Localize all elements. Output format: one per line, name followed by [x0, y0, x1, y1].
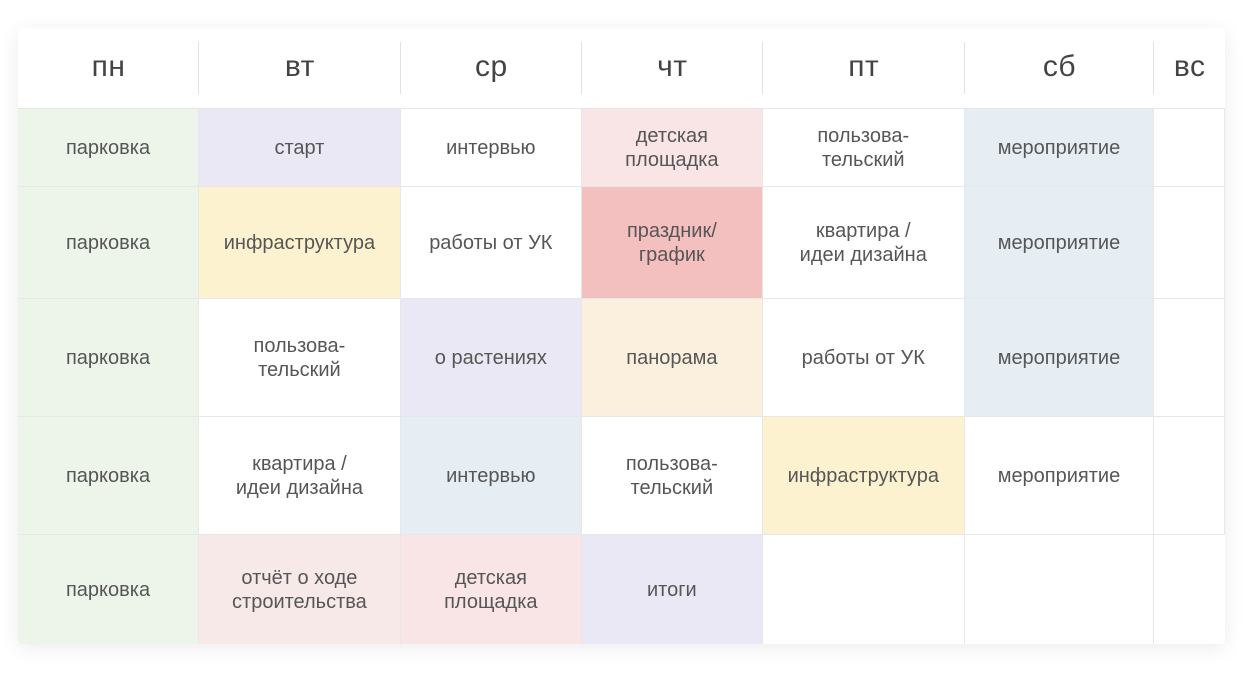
weekday-header: вс — [1154, 28, 1225, 108]
calendar-cell-label: мероприятие — [998, 464, 1121, 488]
calendar-body: парковка старт интервью детская площадка пол… — [18, 108, 1225, 644]
calendar-cell — [1154, 186, 1225, 298]
calendar-cell: парковка — [18, 534, 199, 644]
calendar-cell-label: отчёт о ходе строительства — [209, 566, 390, 614]
calendar-cell-label: квартира /идеи дизайна — [800, 219, 927, 267]
content-calendar: пнвтсрчтптсбвс парковка старт интервью детс… — [18, 28, 1225, 644]
calendar-cell-label: работы от УК — [429, 231, 552, 255]
calendar-cell-label: парковка — [66, 346, 150, 370]
calendar-cell: итоги — [582, 534, 763, 644]
calendar-cell-label: парковка — [66, 136, 150, 160]
calendar-cell — [1154, 416, 1225, 534]
calendar-cell: квартира /идеи дизайна — [763, 186, 965, 298]
calendar-cell: парковка — [18, 186, 199, 298]
calendar-cell-label: панорама — [626, 346, 717, 370]
calendar-cell: интервью — [401, 416, 582, 534]
calendar-cell-label: инфраструктура — [224, 231, 375, 255]
calendar-cell: парковка — [18, 416, 199, 534]
calendar-cell-label: мероприятие — [998, 136, 1121, 160]
calendar-cell: панорама — [582, 298, 763, 416]
calendar-cell: детская площадка — [582, 108, 763, 186]
calendar-cell: квартира /идеи дизайна — [199, 416, 401, 534]
calendar-cell: мероприятие — [965, 108, 1155, 186]
calendar-cell-label: детская площадка — [592, 124, 752, 172]
calendar-cell-label: итоги — [647, 578, 697, 602]
calendar-cell-label: работы от УК — [802, 346, 925, 370]
calendar-cell: инфраструктура — [199, 186, 401, 298]
calendar-cell: интервью — [401, 108, 582, 186]
weekday-header: вт — [199, 28, 401, 108]
calendar-cell: старт — [199, 108, 401, 186]
calendar-cell: парковка — [18, 298, 199, 416]
calendar-cell — [763, 534, 965, 644]
calendar-cell: пользова-тельский — [199, 298, 401, 416]
calendar-cell — [1154, 534, 1225, 644]
calendar-cell-label: старт — [274, 136, 324, 160]
calendar-cell-label: пользова-тельский — [253, 334, 345, 382]
calendar-cell: парковка — [18, 108, 199, 186]
calendar-cell-label: мероприятие — [998, 346, 1121, 370]
calendar-cell: работы от УК — [401, 186, 582, 298]
calendar-cell: инфраструктура — [763, 416, 965, 534]
calendar-cell: отчёт о ходе строительства — [199, 534, 401, 644]
calendar-cell-label: детская площадка — [411, 566, 571, 614]
calendar-header-row: пнвтсрчтптсбвс — [18, 28, 1225, 108]
calendar-cell-label: парковка — [66, 578, 150, 602]
calendar-cell-label: интервью — [446, 464, 535, 488]
weekday-header: чт — [582, 28, 763, 108]
calendar-cell-label: инфраструктура — [788, 464, 939, 488]
weekday-header: пн — [18, 28, 199, 108]
calendar-cell: о растениях — [401, 298, 582, 416]
calendar-cell-label: пользова-тельский — [626, 452, 718, 500]
calendar-cell: праздник/график — [582, 186, 763, 298]
calendar-cell: работы от УК — [763, 298, 965, 416]
calendar-cell: мероприятие — [965, 416, 1155, 534]
weekday-header: пт — [763, 28, 965, 108]
calendar-cell-label: праздник/график — [627, 219, 717, 267]
calendar-cell — [1154, 108, 1225, 186]
calendar-cell: мероприятие — [965, 186, 1155, 298]
calendar-cell-label: мероприятие — [998, 231, 1121, 255]
calendar-cell: пользова-тельский — [763, 108, 965, 186]
calendar-cell: детская площадка — [401, 534, 582, 644]
calendar-cell-label: о растениях — [435, 346, 547, 370]
calendar-cell: пользова-тельский — [582, 416, 763, 534]
calendar-cell — [1154, 298, 1225, 416]
weekday-header: сб — [965, 28, 1155, 108]
calendar-cell-label: пользова-тельский — [817, 124, 909, 172]
calendar-cell-label: парковка — [66, 231, 150, 255]
calendar-cell-label: квартира /идеи дизайна — [236, 452, 363, 500]
calendar-cell-label: парковка — [66, 464, 150, 488]
calendar-cell: мероприятие — [965, 298, 1155, 416]
calendar-cell-label: интервью — [446, 136, 535, 160]
calendar-cell — [965, 534, 1155, 644]
weekday-header: ср — [401, 28, 582, 108]
